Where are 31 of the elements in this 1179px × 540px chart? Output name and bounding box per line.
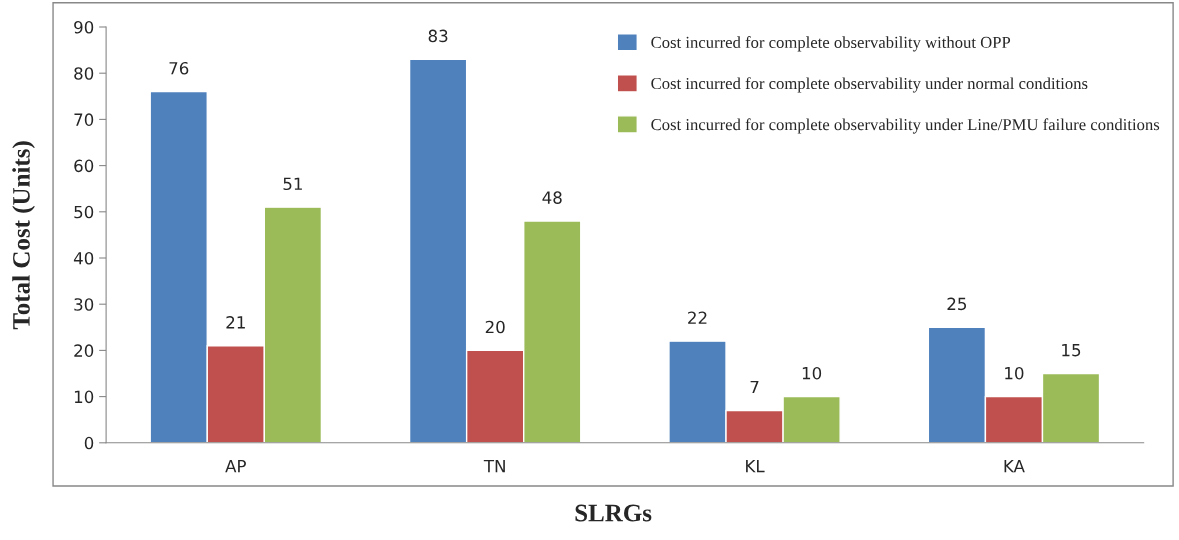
data-label: 20 [485, 320, 505, 334]
data-label: 25 [947, 297, 967, 311]
x-tick-label: KL [746, 459, 765, 473]
y-tick-label: 60 [74, 159, 94, 173]
y-tick-label: 0 [84, 436, 94, 450]
x-tick-label: TN [483, 459, 505, 473]
y-tick-label: 40 [73, 251, 94, 265]
y-tick-label: 30 [74, 298, 94, 311]
data-label: 7 [750, 380, 759, 394]
data-label: 76 [169, 61, 189, 75]
y-tick-label: 90 [74, 20, 94, 34]
data-label: 10 [802, 366, 822, 380]
y-tick-label: 20 [74, 344, 94, 357]
y-tick-label: 50 [74, 205, 94, 219]
data-label: 21 [226, 316, 245, 329]
y-tick-label: 70 [74, 113, 94, 126]
data-label: 10 [1005, 366, 1024, 380]
legend-label: Cost incurred for complete observability under normal conditions [651, 77, 1088, 93]
data-label: 83 [428, 29, 448, 43]
y-axis-title: Total Cost (Units) [12, 141, 35, 330]
data-label: 15 [1062, 343, 1081, 357]
data-label: 51 [283, 177, 302, 191]
data-label: 22 [688, 311, 707, 324]
legend-label: Cost incurred for complete observability without OPP [651, 36, 1011, 52]
data-label: 48 [542, 191, 562, 204]
x-axis-title: SLRGs [575, 504, 652, 522]
y-tick-label: 80 [74, 67, 94, 80]
x-tick-label: KA [1004, 459, 1025, 473]
x-tick-label: AP [225, 459, 246, 473]
legend-label: Cost incurred for complete observability under Line/PMU failure conditions [651, 118, 1160, 134]
y-tick-label: 10 [74, 390, 94, 404]
